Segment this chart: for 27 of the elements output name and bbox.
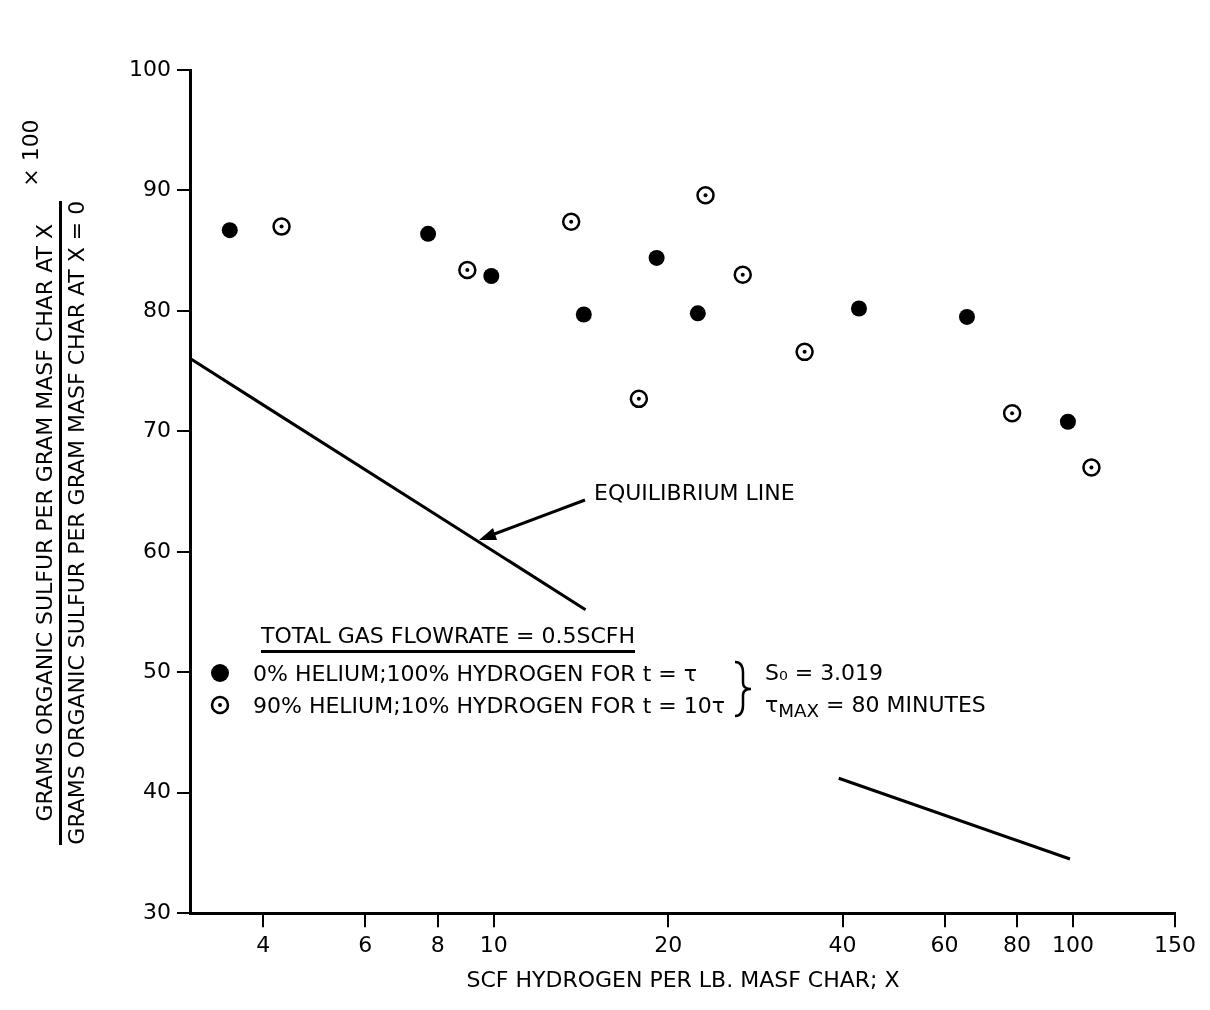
legend-label: 0% HELIUM;100% HYDROGEN FOR t = τ [252,660,697,686]
x-tick-label: 4 [256,932,271,958]
y-tick-label: 30 [142,898,171,924]
x-axis-title: SCF HYDROGEN PER LB. MASF CHAR; X [466,966,900,992]
x-tick-label: 150 [1154,932,1196,958]
y-axis-title: GRAMS ORGANIC SULFUR PER GRAM MASF CHAR AT X GRAMS ORGANIC SULFUR PER GRAM MASF CHAR AT X = 0 [30,200,90,845]
annotation: EQUILIBRIUM LINE [594,479,795,505]
annotation: τ$_{MAX}$ = 80 MINUTES [764,691,986,722]
x-tick-label: 20 [654,932,683,958]
legend-title: TOTAL GAS FLOWRATE = 0.5SCFH [260,623,636,654]
x-tick-label: 60 [930,932,959,958]
annotation: S₀ = 3.019 [764,659,885,688]
y-tick-label: 40 [142,778,171,804]
x-tick-label: 100 [1052,932,1095,958]
y-tick-label: 50 [142,658,171,683]
y-tick-label: 60 [142,537,171,563]
x-tick-label: 10 [479,932,508,958]
y-tick-label: 80 [142,296,171,322]
x-tick-label: 8 [430,932,445,958]
x-tick-label: 6 [358,932,373,958]
text: × 100 [18,118,43,187]
x-tick-label: 40 [828,932,857,958]
legend-label: 90% HELIUM;10% HYDROGEN FOR t = 10τ [252,692,725,718]
y-tick-label: 100 [128,55,171,81]
x-tick-label: 80 [1002,932,1031,958]
y-tick-label: 90 [142,176,171,202]
y-tick-label: 70 [142,417,171,443]
